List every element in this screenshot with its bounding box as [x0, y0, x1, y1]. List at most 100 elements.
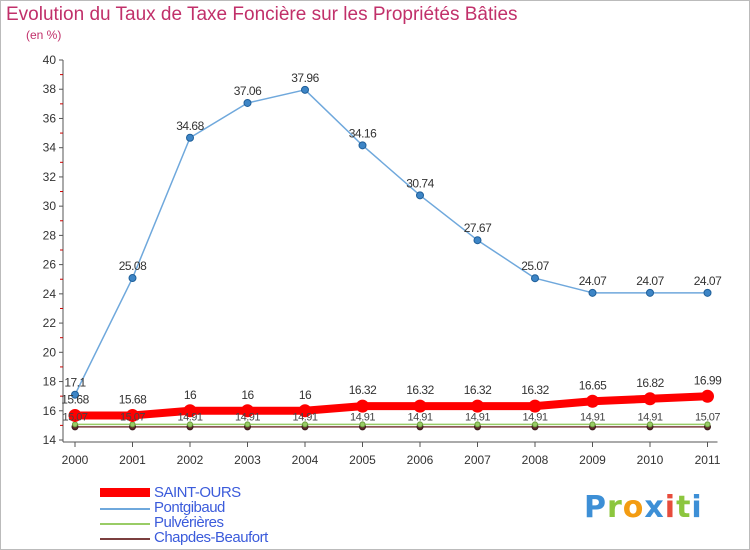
- x-tick-label: 2004: [292, 453, 319, 467]
- data-label: 14.91: [350, 411, 375, 423]
- data-point: [417, 421, 423, 428]
- data-label: 17.1: [64, 376, 86, 390]
- data-point: [531, 274, 539, 283]
- y-tick-label: 14: [43, 433, 57, 447]
- data-point: [471, 399, 484, 413]
- legend-label-saint-ours: SAINT-OURS: [154, 484, 241, 501]
- x-tick-label: 2010: [637, 453, 664, 467]
- data-label: 14.91: [580, 411, 605, 423]
- data-point: [413, 399, 427, 413]
- data-point: [528, 399, 542, 413]
- y-tick-label: 18: [43, 375, 57, 389]
- data-label: 14.91: [637, 411, 662, 423]
- logo-letter: i: [691, 490, 703, 525]
- legend-swatch-pulverieres: [100, 523, 150, 525]
- data-point: [589, 421, 596, 428]
- logo-letter: i: [664, 490, 677, 525]
- data-point: [71, 390, 79, 399]
- data-point: [128, 274, 137, 283]
- x-tick-label: 2003: [234, 453, 261, 467]
- data-point: [588, 288, 597, 297]
- data-label: 25.07: [521, 259, 549, 273]
- data-label: 37.06: [234, 84, 262, 98]
- data-label: 34.16: [349, 126, 377, 140]
- data-label: 14.91: [407, 411, 432, 423]
- y-tick-label: 36: [43, 111, 57, 125]
- data-label: 16.32: [464, 383, 492, 397]
- data-point: [243, 98, 252, 107]
- data-point: [183, 404, 197, 418]
- data-label: 15.07: [120, 411, 145, 423]
- x-tick-label: 2002: [177, 453, 204, 467]
- data-label: 14.91: [522, 411, 547, 423]
- data-point: [302, 421, 308, 428]
- y-tick-label: 40: [43, 53, 57, 67]
- legend-label-pontgibaud: Pontgibaud: [154, 499, 225, 516]
- data-label: 30.74: [406, 176, 434, 190]
- y-tick-label: 34: [43, 141, 57, 155]
- data-point: [532, 421, 538, 428]
- data-point: [473, 236, 482, 245]
- proxiti-logo: Proxiti: [584, 490, 703, 525]
- logo-letter: P: [584, 490, 607, 525]
- y-tick-label: 28: [43, 228, 57, 242]
- data-label: 14.91: [292, 411, 317, 423]
- legend-label-chapdes-beaufort: Chapdes-Beaufort: [154, 529, 268, 546]
- data-label: 16.82: [636, 376, 664, 390]
- chart-subtitle: (en %): [26, 28, 62, 42]
- logo-letter: r: [607, 490, 623, 525]
- logo-letter: x: [644, 490, 665, 525]
- chart-title: Evolution du Taux de Taxe Foncière sur l…: [6, 4, 518, 25]
- y-tick-label: 20: [43, 345, 57, 359]
- data-label: 25.08: [119, 259, 147, 273]
- data-point: [244, 421, 251, 428]
- data-label: 14.91: [465, 411, 490, 423]
- logo-letter: t: [676, 490, 692, 525]
- data-point: [647, 421, 653, 428]
- x-tick-label: 2006: [407, 453, 434, 467]
- data-label: 24.07: [636, 274, 664, 288]
- data-label: 15.68: [119, 392, 147, 406]
- x-tick-label: 2011: [695, 453, 721, 467]
- data-label: 24.07: [579, 274, 607, 288]
- y-tick-label: 38: [43, 82, 57, 96]
- legend-swatch-saint-ours: [100, 488, 150, 497]
- data-point: [474, 421, 481, 428]
- data-label: 14.91: [177, 411, 202, 423]
- x-tick-label: 2009: [579, 453, 606, 467]
- data-label: 16: [184, 388, 197, 402]
- data-label: 15.07: [62, 411, 87, 423]
- data-label: 16.32: [349, 383, 377, 397]
- data-point: [126, 408, 139, 422]
- x-tick-label: 2008: [522, 453, 549, 467]
- legend-label-pulverieres: Pulvérières: [154, 514, 224, 531]
- y-tick-label: 24: [43, 287, 57, 301]
- data-point: [356, 399, 369, 413]
- data-point: [358, 141, 367, 150]
- data-point: [703, 288, 712, 297]
- data-point: [187, 421, 193, 428]
- y-tick-label: 26: [43, 258, 57, 272]
- data-point: [586, 394, 599, 408]
- data-label: 16.32: [521, 383, 549, 397]
- data-label: 14.91: [235, 411, 260, 423]
- data-label: 15.07: [695, 411, 720, 423]
- x-tick-label: 2005: [349, 453, 376, 467]
- data-point: [68, 408, 82, 422]
- data-label: 15.68: [61, 392, 89, 406]
- x-tick-label: 2007: [464, 453, 491, 467]
- data-label: 34.68: [176, 119, 204, 133]
- y-tick-label: 22: [43, 316, 57, 330]
- y-tick-label: 32: [43, 170, 57, 184]
- data-label: 16: [299, 388, 312, 402]
- data-point: [646, 288, 654, 297]
- data-point: [298, 404, 312, 418]
- data-point: [186, 133, 194, 142]
- series-line: [71, 392, 712, 420]
- series-line: [74, 89, 709, 396]
- data-label: 27.67: [464, 221, 492, 235]
- data-point: [241, 404, 254, 418]
- data-label: 16.65: [579, 378, 607, 392]
- x-tick-label: 2000: [62, 453, 89, 467]
